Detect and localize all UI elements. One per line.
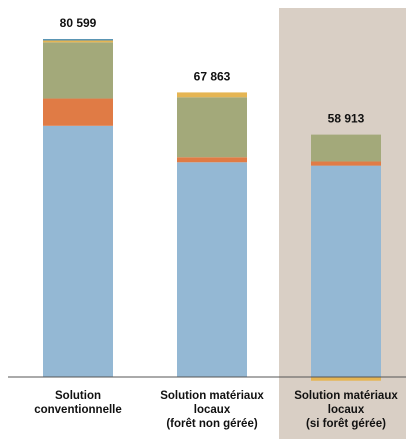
bar-segment-2-5 <box>311 377 381 381</box>
category-labels: Solution conventionnelle Solution matériau… <box>34 390 398 430</box>
total-label-2: 58 913 <box>328 112 365 126</box>
category-label-1-line-0: Solution matériaux <box>160 390 264 402</box>
bar-segment-2-2 <box>311 134 381 162</box>
bar-segment-0-4 <box>43 39 113 41</box>
total-labels: 80 599 67 863 58 913 <box>60 16 365 126</box>
category-label-1-line-1: locaux <box>194 404 231 416</box>
category-label-0-line-1: conventionnelle <box>34 404 122 416</box>
category-label-2-line-1: locaux <box>328 404 365 416</box>
bar-segment-1-1 <box>177 157 247 163</box>
bar-segment-1-3 <box>177 92 247 98</box>
bar-segment-0-0 <box>43 125 113 377</box>
bar-segment-0-1 <box>43 98 113 126</box>
category-label-1-line-2: (forêt non gérée) <box>166 418 258 430</box>
bar-segment-2-0 <box>311 165 381 377</box>
category-label-2-line-0: Solution matériaux <box>294 390 398 402</box>
bar-segment-1-0 <box>177 162 247 377</box>
category-label-0-line-0: Solution <box>55 390 101 402</box>
total-label-0: 80 599 <box>60 16 97 30</box>
total-label-1: 67 863 <box>194 69 231 83</box>
bar-segment-2-1 <box>311 161 381 166</box>
bar-segment-0-3 <box>43 40 113 43</box>
bar-segment-1-2 <box>177 97 247 158</box>
bars-group <box>43 39 381 381</box>
bar-segment-0-2 <box>43 42 113 99</box>
category-label-2-line-2: (si forêt gérée) <box>306 418 386 430</box>
